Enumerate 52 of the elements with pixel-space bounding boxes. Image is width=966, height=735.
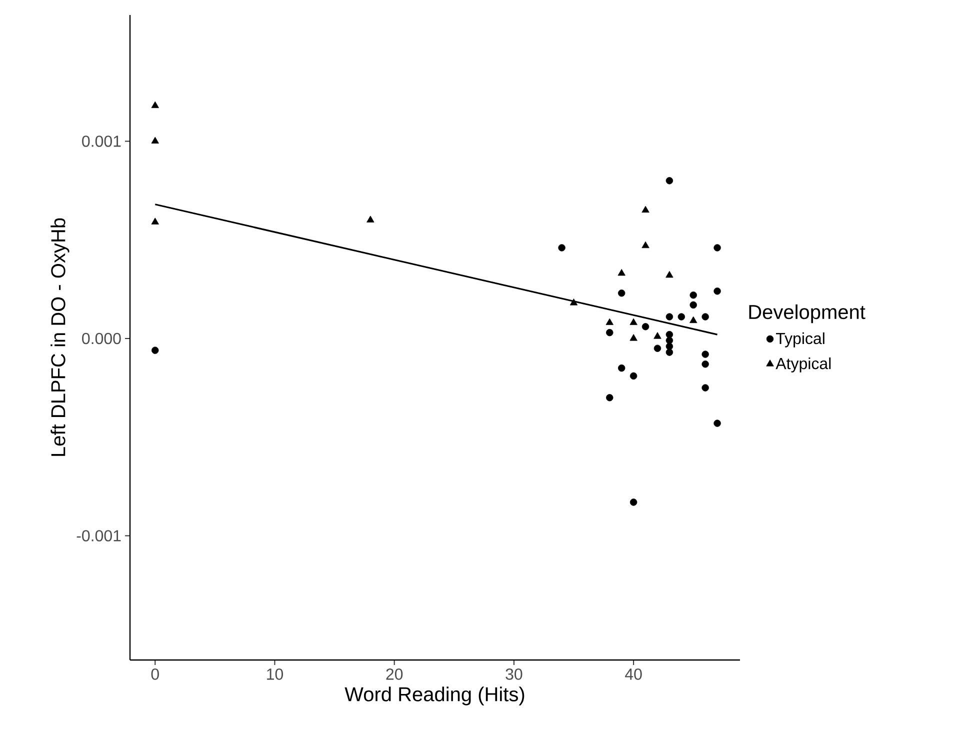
point bbox=[151, 136, 159, 144]
point bbox=[678, 313, 685, 320]
x-tick-label: 0 bbox=[151, 668, 159, 680]
point bbox=[654, 332, 662, 339]
point bbox=[151, 218, 159, 224]
legend-label: Atypical bbox=[776, 357, 831, 372]
point bbox=[642, 323, 650, 330]
legend-title: Development bbox=[749, 304, 866, 324]
y-tick-label: 0.000 bbox=[82, 332, 121, 344]
point bbox=[666, 313, 674, 320]
point bbox=[690, 301, 697, 309]
point bbox=[654, 344, 662, 352]
y-axis-title: Left DLPFC in DO - OxyHb bbox=[50, 218, 70, 456]
point bbox=[690, 291, 697, 299]
point bbox=[666, 270, 674, 278]
point bbox=[570, 298, 578, 306]
point bbox=[618, 268, 626, 276]
point bbox=[366, 216, 374, 222]
point bbox=[630, 334, 638, 341]
point bbox=[666, 330, 674, 338]
point bbox=[606, 318, 614, 325]
point bbox=[702, 350, 709, 358]
point bbox=[666, 348, 674, 356]
point bbox=[606, 328, 614, 336]
point bbox=[618, 364, 626, 372]
x-tick-label: 40 bbox=[625, 668, 642, 680]
point bbox=[666, 336, 674, 344]
x-tick-label: 30 bbox=[506, 668, 522, 680]
point bbox=[558, 244, 566, 252]
point bbox=[630, 498, 638, 506]
point bbox=[151, 101, 159, 108]
point bbox=[630, 372, 638, 380]
point bbox=[642, 241, 650, 248]
x-tick-label: 10 bbox=[267, 668, 284, 680]
point bbox=[630, 318, 638, 325]
point bbox=[690, 316, 698, 324]
point bbox=[702, 360, 709, 368]
point bbox=[642, 206, 650, 213]
point bbox=[152, 346, 159, 354]
point bbox=[702, 313, 709, 320]
point bbox=[606, 394, 614, 402]
x-axis-title: Word Reading (Hits) bbox=[344, 686, 524, 706]
point bbox=[714, 244, 721, 252]
point bbox=[714, 420, 721, 427]
y-tick-label: 0.001 bbox=[82, 136, 121, 147]
point bbox=[666, 177, 674, 184]
point bbox=[702, 384, 709, 392]
y-tick-label: -0.001 bbox=[76, 530, 121, 542]
point bbox=[618, 290, 626, 297]
x-tick-label: 20 bbox=[386, 668, 403, 680]
point bbox=[714, 288, 721, 295]
legend-label: Typical bbox=[776, 332, 824, 348]
